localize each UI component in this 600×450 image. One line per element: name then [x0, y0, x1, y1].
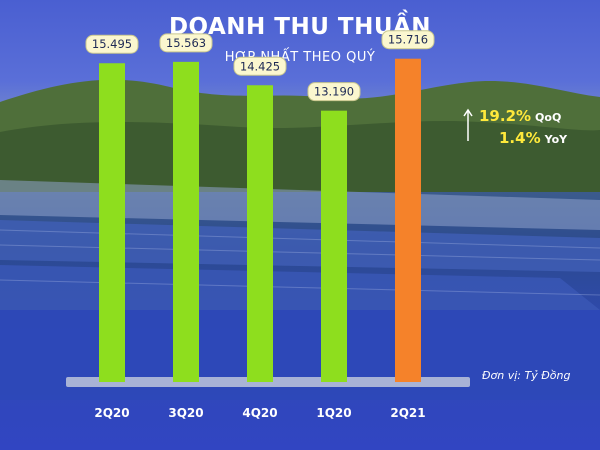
value-label-box — [307, 82, 361, 102]
bar-3Q20 — [173, 61, 199, 382]
bar-1Q20 — [321, 110, 347, 383]
qoq-unit: QoQ — [535, 111, 562, 124]
x-tick-label-2Q20: 2Q20 — [94, 406, 129, 420]
unit-note: Đơn vị: Tỷ Đồng — [482, 369, 571, 382]
x-tick-label-2Q21: 2Q21 — [390, 406, 425, 420]
bar-2Q21 — [395, 58, 421, 382]
yoy-unit: YoY — [544, 133, 568, 146]
qoq-value: 19.2% — [479, 107, 532, 125]
value-label-1Q20: 13.190 — [307, 82, 361, 102]
up-arrow-icon — [463, 108, 473, 141]
yoy-value: 1.4% — [499, 129, 541, 147]
value-label-box — [85, 34, 139, 54]
value-label-box — [381, 30, 435, 50]
growth-yoy: 1.4% YoY — [499, 128, 567, 147]
value-label-text: 14.425 — [240, 59, 280, 73]
bar-2Q20 — [99, 63, 125, 382]
value-label-2Q21: 15.716 — [381, 30, 435, 50]
value-label-3Q20: 15.563 — [159, 33, 213, 53]
value-label-text: 15.716 — [388, 33, 428, 47]
growth-qoq: 19.2% QoQ — [479, 106, 561, 125]
value-label-text: 13.190 — [314, 85, 354, 99]
x-tick-label-4Q20: 4Q20 — [242, 406, 277, 420]
value-label-2Q20: 15.495 — [85, 34, 139, 54]
value-label-box — [159, 33, 213, 53]
x-tick-label-1Q20: 1Q20 — [316, 406, 351, 420]
bar-4Q20 — [247, 85, 273, 382]
value-label-box — [233, 56, 287, 76]
value-label-text: 15.495 — [92, 37, 132, 51]
x-tick-label-3Q20: 3Q20 — [168, 406, 203, 420]
value-label-text: 15.563 — [166, 36, 206, 50]
value-label-4Q20: 14.425 — [233, 56, 287, 76]
